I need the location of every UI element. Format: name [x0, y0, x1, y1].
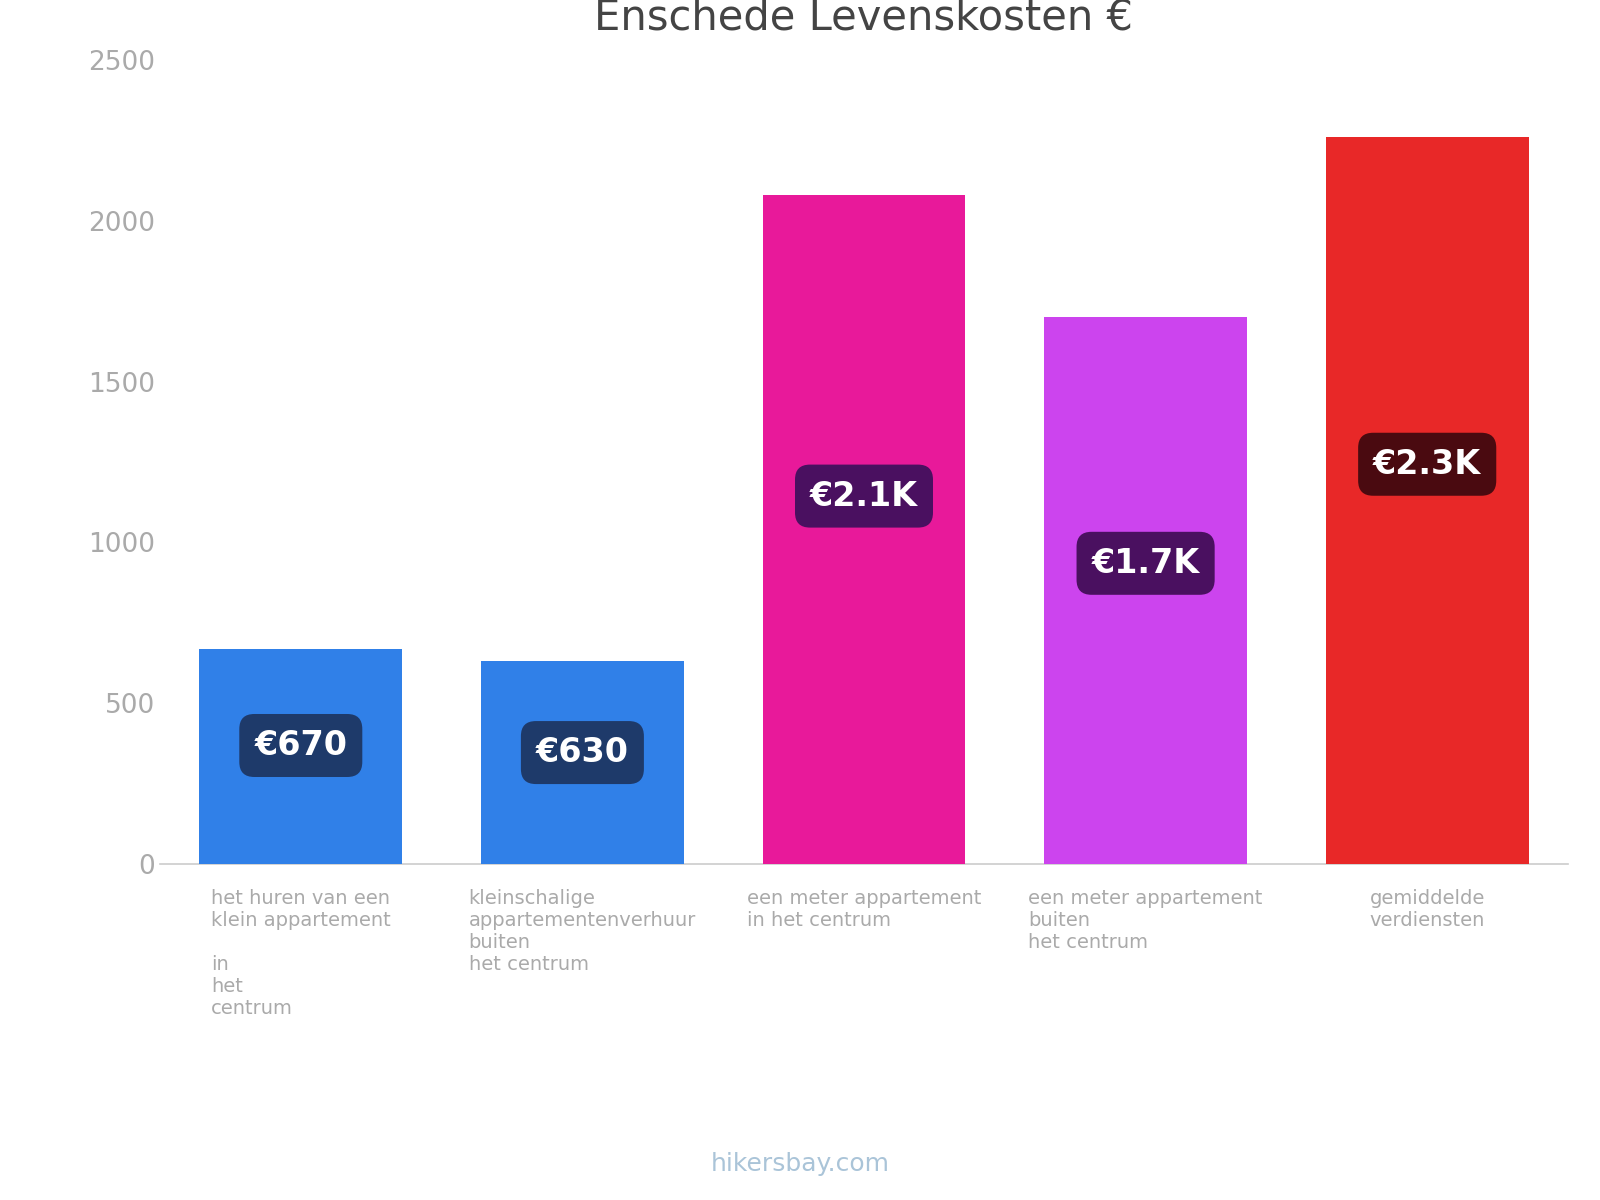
Bar — [1045, 317, 1246, 864]
Bar — [1326, 137, 1528, 864]
Text: €2.1K: €2.1K — [810, 480, 918, 512]
Title: Enschede Levenskosten €: Enschede Levenskosten € — [595, 0, 1133, 38]
Text: hikersbay.com: hikersbay.com — [710, 1152, 890, 1176]
Text: €2.3K: €2.3K — [1373, 448, 1482, 481]
Text: €670: €670 — [254, 728, 347, 762]
Text: €1.7K: €1.7K — [1091, 547, 1200, 580]
Bar — [763, 196, 965, 864]
Bar — [482, 661, 683, 864]
Text: €630: €630 — [536, 736, 629, 769]
Bar — [200, 648, 402, 864]
